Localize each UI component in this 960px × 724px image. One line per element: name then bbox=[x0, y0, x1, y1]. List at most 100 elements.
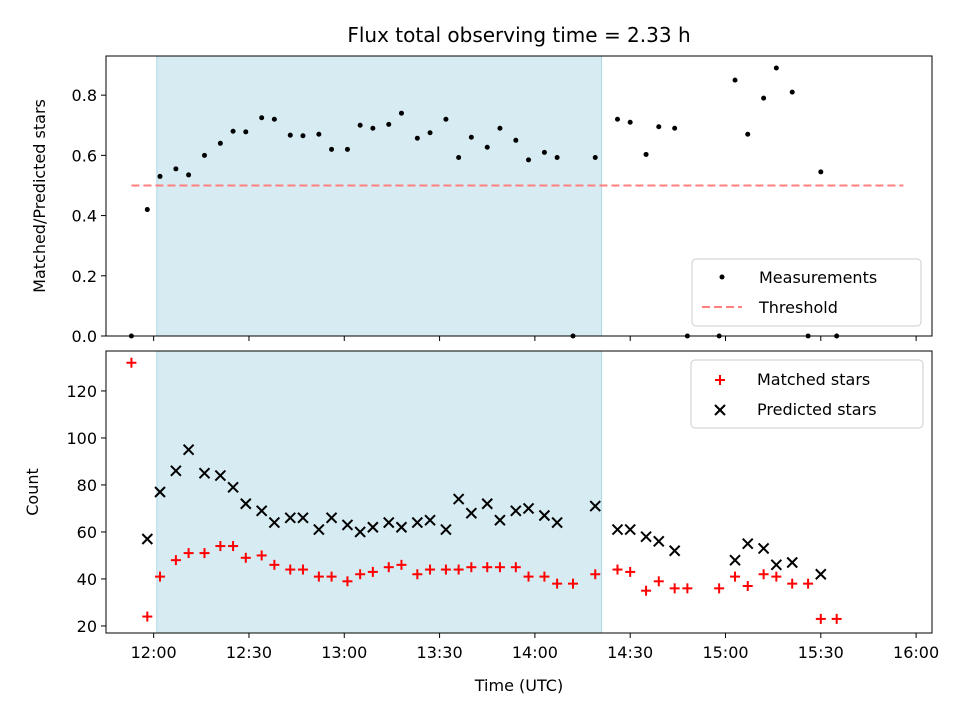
matched-stars-point bbox=[771, 571, 782, 582]
matched-stars-point bbox=[297, 564, 308, 575]
measurement-point bbox=[818, 169, 824, 175]
chart-title: Flux total observing time = 2.33 h bbox=[347, 23, 690, 47]
matched-stars-point bbox=[313, 571, 324, 582]
x-axis-label: Time (UTC) bbox=[474, 676, 563, 695]
predicted-stars-point bbox=[770, 559, 783, 571]
predicted-stars-point bbox=[170, 465, 182, 477]
measurement-point bbox=[157, 173, 163, 179]
matched-stars-point bbox=[510, 562, 521, 573]
matched-stars-point bbox=[453, 564, 464, 575]
matched-stars-point bbox=[815, 613, 826, 624]
matched-stars-point bbox=[240, 552, 251, 563]
matched-stars-point bbox=[653, 576, 664, 587]
measurement-point bbox=[386, 121, 392, 127]
measurement-point bbox=[329, 146, 335, 152]
measurement-point bbox=[243, 129, 249, 135]
predicted-stars-point bbox=[214, 469, 227, 482]
legend-predicted-stars-label: Predicted stars bbox=[757, 400, 877, 419]
matched-stars-point bbox=[742, 581, 753, 591]
predicted-stars-point bbox=[440, 523, 452, 536]
measurement-point bbox=[526, 157, 532, 163]
matched-stars-point bbox=[590, 569, 601, 580]
measurement-point bbox=[271, 116, 277, 122]
measurement-point bbox=[468, 134, 474, 140]
measurement-point bbox=[497, 125, 503, 131]
top-panel: 0.00.20.40.60.8 Matched/Predicted stars … bbox=[30, 55, 933, 346]
measurement-point bbox=[144, 207, 150, 213]
measurement-point bbox=[541, 149, 547, 155]
matched-stars-point bbox=[396, 559, 407, 570]
measurement-point bbox=[761, 95, 767, 101]
predicted-stars-point bbox=[227, 481, 239, 494]
predicted-stars-point bbox=[815, 568, 827, 580]
predicted-stars-point bbox=[268, 516, 281, 529]
measurement-point bbox=[789, 89, 795, 95]
predicted-stars-point bbox=[154, 486, 166, 498]
predicted-stars-point bbox=[325, 512, 338, 524]
y-tick-label: 0.6 bbox=[72, 146, 97, 165]
predicted-stars-point bbox=[589, 500, 601, 512]
matched-stars-point bbox=[641, 585, 652, 596]
x-tick-label: 14:00 bbox=[512, 643, 558, 662]
measurement-point bbox=[592, 154, 598, 160]
measurement-point bbox=[186, 172, 192, 178]
matched-stars-point bbox=[155, 571, 166, 582]
predicted-stars-point bbox=[341, 519, 354, 531]
x-tick-label: 15:00 bbox=[702, 643, 748, 662]
matched-stars-point bbox=[170, 555, 181, 566]
measurement-point bbox=[344, 146, 350, 152]
measurement-point bbox=[398, 110, 404, 116]
x-tick-label: 14:30 bbox=[607, 643, 653, 662]
matched-stars-point bbox=[425, 564, 436, 575]
matched-stars-point bbox=[730, 571, 741, 582]
measurement-point bbox=[443, 116, 449, 122]
predicted-stars-point bbox=[522, 502, 535, 515]
measurement-point bbox=[513, 137, 519, 143]
predicted-stars-point bbox=[757, 542, 770, 555]
measurement-point bbox=[201, 152, 207, 158]
x-tick-label: 12:30 bbox=[226, 643, 272, 662]
legend-matched-stars-label: Matched stars bbox=[757, 370, 870, 389]
y-tick-label: 0.4 bbox=[72, 207, 97, 226]
matched-stars-point bbox=[256, 550, 267, 561]
bottom-y-axis-label: Count bbox=[23, 468, 42, 516]
count-points bbox=[126, 357, 842, 624]
top-legend: Measurements Threshold bbox=[691, 258, 922, 327]
matched-stars-point bbox=[228, 541, 239, 552]
matched-stars-point bbox=[285, 564, 296, 575]
predicted-stars-point bbox=[653, 535, 665, 548]
measurement-point bbox=[217, 140, 223, 146]
matched-stars-point bbox=[383, 562, 394, 573]
matched-stars-point bbox=[355, 569, 366, 580]
matched-stars-point bbox=[494, 562, 505, 573]
measurement-point bbox=[627, 119, 633, 125]
y-tick-label: 0.8 bbox=[72, 86, 97, 105]
top-x-ticks bbox=[153, 336, 917, 341]
matched-stars-point bbox=[269, 559, 280, 570]
y-tick-label: 60 bbox=[77, 523, 97, 542]
matched-stars-point bbox=[714, 583, 725, 594]
matched-stars-point bbox=[539, 571, 550, 582]
measurement-point bbox=[316, 131, 322, 137]
y-tick-label: 40 bbox=[77, 570, 97, 589]
predicted-stars-point bbox=[786, 556, 798, 569]
predicted-stars-point bbox=[424, 514, 436, 526]
matched-stars-point bbox=[758, 569, 769, 580]
measurement-point bbox=[173, 166, 179, 172]
predicted-stars-point bbox=[141, 533, 154, 545]
top-y-ticks: 0.0 0.2 0.4 0.6 0.8 bbox=[72, 86, 106, 346]
matched-stars-point bbox=[466, 562, 477, 573]
bottom-legend: Matched stars Predicted stars bbox=[690, 359, 924, 429]
predicted-stars-point bbox=[255, 505, 268, 517]
predicted-stars-point bbox=[411, 516, 424, 529]
matched-stars-point bbox=[523, 571, 534, 582]
predicted-stars-point bbox=[354, 526, 366, 538]
x-tick-label: 13:30 bbox=[417, 643, 463, 662]
legend-threshold-label: Threshold bbox=[758, 298, 838, 317]
predicted-stars-point bbox=[367, 521, 379, 533]
matched-stars-point bbox=[803, 578, 814, 589]
matched-stars-point bbox=[612, 564, 623, 575]
predicted-stars-point bbox=[313, 523, 325, 536]
matched-stars-point bbox=[552, 578, 563, 589]
